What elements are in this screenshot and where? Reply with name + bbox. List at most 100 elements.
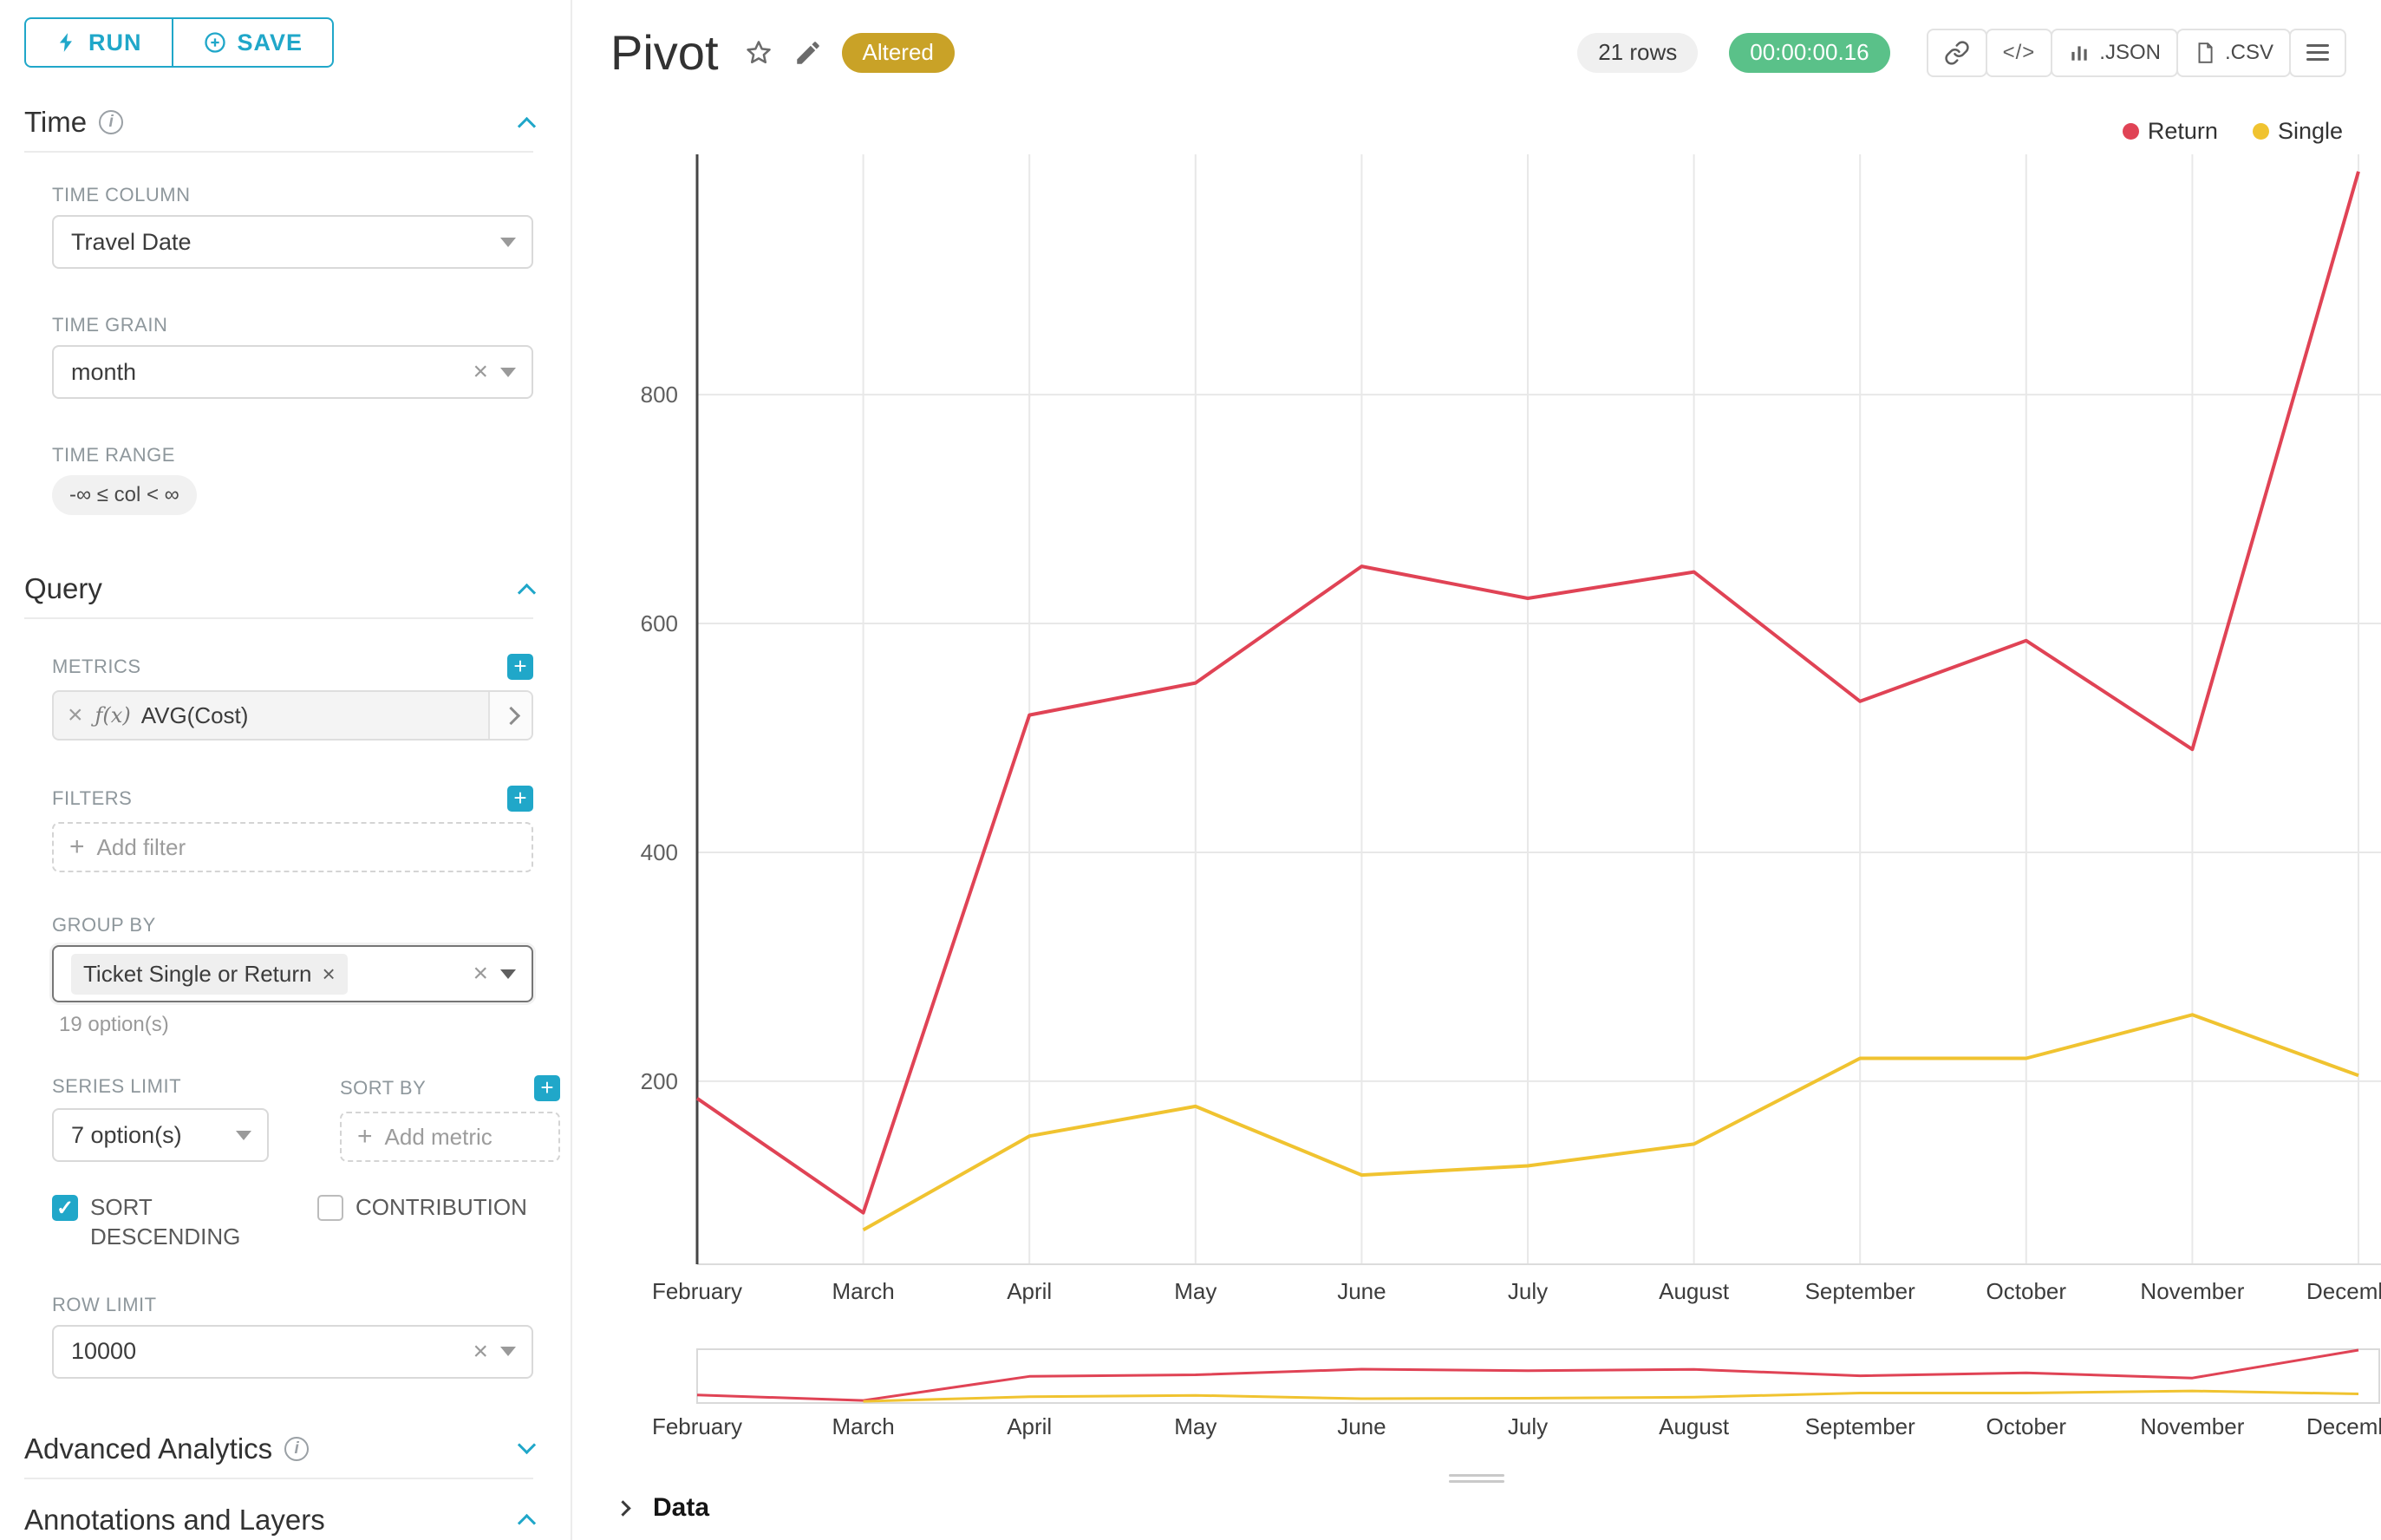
time-column-select[interactable]: Travel Date	[52, 215, 533, 269]
add-sort-metric-dropzone[interactable]: + Add metric	[340, 1112, 560, 1162]
row-limit-control: ROW LIMIT 10000 ×	[52, 1294, 533, 1379]
series-sort-row: SERIES LIMIT 7 option(s) SORT BY + + Add…	[52, 1075, 560, 1162]
star-icon	[746, 40, 771, 63]
edit-title-button[interactable]	[793, 38, 823, 68]
svg-text:September: September	[1805, 1278, 1916, 1304]
group-by-tag: Ticket Single or Return ×	[71, 953, 348, 995]
filters-header: FILTERS +	[52, 786, 533, 812]
chevron-right-icon	[615, 1499, 631, 1517]
resize-grip[interactable]	[1449, 1471, 1504, 1486]
legend-item[interactable]: Return	[2122, 118, 2218, 145]
caret-down-icon	[500, 237, 516, 247]
remove-tag-icon[interactable]: ×	[322, 961, 336, 987]
altered-badge: Altered	[841, 32, 955, 73]
export-button-group: </> .JSON .CSV	[1926, 28, 2346, 77]
svg-text:July: July	[1508, 1413, 1548, 1439]
row-limit-select[interactable]: 10000 ×	[52, 1324, 533, 1379]
plus-circle-icon	[204, 32, 225, 53]
contribution-checkbox[interactable]: CONTRIBUTION	[317, 1193, 527, 1252]
svg-text:December: December	[2306, 1278, 2381, 1304]
add-filter-dropzone[interactable]: + Add filter	[52, 822, 533, 872]
svg-text:200: 200	[641, 1068, 678, 1094]
checkbox-row: SORT DESCENDING CONTRIBUTION	[52, 1193, 533, 1252]
sort-descending-checkbox[interactable]: SORT DESCENDING	[52, 1193, 317, 1252]
time-grain-label: TIME GRAIN	[52, 314, 168, 336]
metric-item[interactable]: × ƒ(x) AVG(Cost)	[52, 690, 533, 741]
svg-text:August: August	[1659, 1413, 1730, 1439]
time-column-label: TIME COLUMN	[52, 184, 191, 206]
run-save-buttons: RUN SAVE	[24, 17, 533, 68]
sort-by-label: SORT BY	[340, 1077, 427, 1099]
svg-text:October: October	[1986, 1413, 2067, 1439]
chevron-down-icon	[517, 1435, 537, 1455]
query-section-header[interactable]: Query	[24, 572, 537, 619]
group-by-select[interactable]: Ticket Single or Return × ×	[52, 945, 533, 1002]
plus-icon: +	[69, 832, 85, 861]
time-grain-select[interactable]: month ×	[52, 345, 533, 399]
time-column-value: Travel Date	[71, 228, 192, 255]
advanced-analytics-header[interactable]: Advanced Analytics i	[24, 1432, 537, 1479]
code-icon: </>	[2002, 40, 2036, 64]
zoom-preview-chart[interactable]: February March April May June July August Septe…	[572, 1346, 2381, 1467]
svg-text:February: February	[652, 1413, 742, 1439]
add-filter-placeholder: Add filter	[96, 833, 186, 860]
query-timer-badge: 00:00:00.16	[1729, 32, 1890, 73]
favorite-star-button[interactable]	[743, 37, 774, 69]
svg-text:April: April	[1007, 1413, 1052, 1439]
json-label: .JSON	[2099, 40, 2161, 64]
chart-title: Pivot	[610, 25, 719, 80]
bolt-icon	[59, 33, 72, 52]
svg-text:June: June	[1337, 1413, 1386, 1439]
menu-button[interactable]	[2289, 28, 2346, 77]
metrics-header: METRICS +	[52, 654, 533, 680]
svg-text:December: December	[2306, 1413, 2381, 1439]
chevron-right-icon	[501, 706, 520, 725]
svg-text:May: May	[1174, 1413, 1217, 1439]
pencil-icon	[796, 41, 819, 64]
add-filter-button[interactable]: +	[507, 786, 533, 812]
svg-text:March: March	[832, 1413, 894, 1439]
row-count-badge: 21 rows	[1577, 32, 1699, 73]
group-by-options-hint: 19 option(s)	[59, 1013, 169, 1036]
chart-legend: Return Single	[2122, 118, 2343, 145]
metric-expand-button[interactable]	[488, 692, 532, 739]
data-panel-toggle[interactable]: Data	[615, 1493, 709, 1523]
add-metric-placeholder: Add metric	[384, 1123, 493, 1150]
time-section-header[interactable]: Time i	[24, 106, 537, 153]
svg-text:May: May	[1174, 1278, 1217, 1304]
export-csv-button[interactable]: .CSV	[2176, 28, 2291, 77]
save-button[interactable]: SAVE	[171, 17, 335, 68]
main-chart: 200 400 600 800 February March April May June Jul…	[641, 154, 2381, 1304]
link-icon	[1944, 40, 1969, 65]
remove-metric-icon[interactable]: ×	[68, 701, 83, 729]
add-sort-metric-button[interactable]: +	[534, 1075, 560, 1101]
annotations-title: Annotations and Layers	[24, 1503, 325, 1536]
time-range-pill[interactable]: -∞ ≤ col < ∞	[52, 475, 197, 515]
legend-item[interactable]: Single	[2252, 118, 2343, 145]
series-limit-select[interactable]: 7 option(s)	[52, 1108, 269, 1162]
chevron-up-icon	[517, 583, 537, 602]
export-json-button[interactable]: .JSON	[2051, 28, 2178, 77]
annotations-header[interactable]: Annotations and Layers	[24, 1503, 537, 1540]
copy-link-button[interactable]	[1926, 28, 1987, 77]
series-limit-value: 7 option(s)	[71, 1121, 182, 1148]
save-label: SAVE	[237, 29, 303, 55]
add-metric-button[interactable]: +	[507, 654, 533, 680]
svg-text:February: February	[652, 1278, 742, 1304]
embed-code-button[interactable]: </>	[1985, 28, 2053, 77]
plus-icon: +	[357, 1122, 373, 1151]
chart-header: Pivot Altered 21 rows 00:00:00.16 </>	[572, 0, 2381, 81]
function-icon: ƒ(x)	[95, 703, 131, 728]
clear-icon[interactable]: ×	[473, 959, 488, 988]
svg-text:June: June	[1337, 1278, 1386, 1304]
file-icon	[2198, 42, 2213, 63]
caret-down-icon	[236, 1130, 251, 1140]
clear-icon[interactable]: ×	[473, 1336, 488, 1366]
svg-text:August: August	[1659, 1278, 1730, 1304]
group-by-control: GROUP BY Ticket Single or Return × ×	[52, 914, 533, 1002]
legend-dot	[2252, 123, 2269, 140]
group-by-label: GROUP BY	[52, 914, 156, 936]
run-button[interactable]: RUN	[24, 17, 173, 68]
time-column-control: TIME COLUMN Travel Date	[52, 184, 533, 269]
clear-icon[interactable]: ×	[473, 357, 488, 386]
